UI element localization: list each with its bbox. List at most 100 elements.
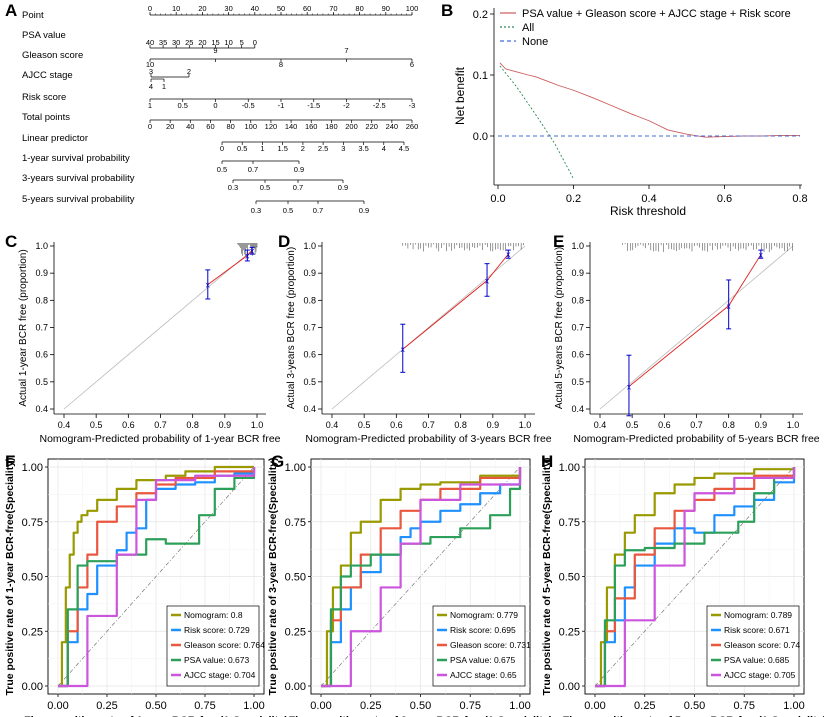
y-axis-label: Actual 1-year BCR free (proportion) <box>18 249 29 406</box>
legend-label: PSA value + Gleason score + AJCC stage +… <box>522 8 791 20</box>
panel-letter-a: A <box>5 1 17 20</box>
nomogram-tick-label: 3 <box>149 67 153 76</box>
x-axis-label: Nomogram-Predicted probability of 1-year… <box>39 433 280 445</box>
calibration-line <box>403 254 509 349</box>
nomogram-tick-label: 30 <box>172 38 180 47</box>
nomogram-tick-label: 160 <box>305 122 318 131</box>
nomogram-tick-label: 10 <box>224 38 232 47</box>
nomogram-tick-label: 0 <box>253 38 257 47</box>
nomogram-tick-label: 0 <box>220 144 224 153</box>
nomogram-tick-label: 60 <box>206 122 214 131</box>
nomogram-tick-label: 0.5 <box>260 183 270 192</box>
nomogram-row-label: Total points <box>22 112 70 123</box>
x-axis-label: Nomogram-Predicted probability of 3-year… <box>305 433 551 445</box>
legend-label: PSA value: 0.675 <box>450 655 515 665</box>
series-line-model <box>500 63 800 137</box>
legend-label: Nomogram: 0.789 <box>724 610 792 620</box>
nomogram-tick-label: 0.7 <box>313 206 323 215</box>
nomogram-tick-label: 0.3 <box>251 206 261 215</box>
x-tick-label: 0.7 <box>690 420 703 430</box>
x-tick-label: 1.00 <box>243 700 264 712</box>
x-tick-label: 0.50 <box>410 700 431 712</box>
data-point: x <box>759 251 763 260</box>
nomogram-tick-label: 0.9 <box>359 206 369 215</box>
nomogram-tick-label: 0.9 <box>294 165 304 174</box>
y-tick-label: 0.7 <box>303 323 316 333</box>
x-tick-label: 1.00 <box>783 700 804 712</box>
y-tick-label: 0.6 <box>35 350 48 360</box>
nomogram-tick-label: 100 <box>406 4 419 13</box>
x-tick-label: 1.00 <box>509 700 530 712</box>
y-tick-label: 0.8 <box>571 295 584 305</box>
decision-curve-chart: 0.0 0.2 0.4 0.6 0.80.00.10.2Risk thresholdNe… <box>453 8 808 218</box>
nomogram-tick-label: 220 <box>365 122 378 131</box>
y-tick-label: 1.00 <box>559 462 580 474</box>
nomogram-tick-label: 7 <box>344 46 348 55</box>
x-tick-label: 0.75 <box>734 700 755 712</box>
legend-label: AJCC stage: 0.704 <box>184 670 256 680</box>
nomogram-tick-label: 100 <box>245 122 258 131</box>
nomogram-tick-label: 4 <box>149 82 153 91</box>
y-tick-label: 0.5 <box>303 377 316 387</box>
x-tick-label: 0.4 <box>326 420 339 430</box>
x-tick-label: 0.5 <box>358 420 371 430</box>
y-tick-label: 0.75 <box>22 517 43 529</box>
legend-label: Risk score: 0.729 <box>184 625 250 635</box>
y-tick-label: 0.4 <box>571 404 584 414</box>
nomogram-tick-label: 180 <box>325 122 338 131</box>
x-tick-label: 0.6 <box>390 420 403 430</box>
y-tick-label: 0.25 <box>559 626 580 638</box>
nomogram-tick-label: 20 <box>198 4 206 13</box>
nomogram-tick-label: 140 <box>285 122 298 131</box>
nomogram-tick-label: 40 <box>251 4 259 13</box>
x-tick-label: 0.00 <box>584 700 605 712</box>
nomogram-tick-label: 0.5 <box>237 144 247 153</box>
data-point: x <box>250 247 254 256</box>
nomogram-row-label: 1-year survival probability <box>22 153 130 164</box>
x-axis-label: Nomogram-Predicted probability of 5-year… <box>573 433 819 445</box>
x-tick-label: 0.50 <box>145 700 166 712</box>
nomogram-tick-label: 70 <box>329 4 337 13</box>
legend-label: All <box>522 22 534 34</box>
nomogram-tick-label: 0.5 <box>217 165 227 174</box>
y-axis-label: True positive rate of 5-year BCR-free(Sp… <box>541 457 553 695</box>
y-tick-label: 0.6 <box>303 350 316 360</box>
y-tick-label: 1.0 <box>303 241 316 251</box>
nomogram-tick-label: 80 <box>355 4 363 13</box>
nomogram-tick-label: 1 <box>260 144 264 153</box>
nomogram-tick-label: 5 <box>240 38 244 47</box>
x-tick-label: 0.25 <box>96 700 117 712</box>
data-point: x <box>485 277 489 286</box>
y-tick-label: 0.5 <box>35 377 48 387</box>
y-tick-label: 0.0 <box>473 131 488 143</box>
x-tick-label: 0.9 <box>755 420 768 430</box>
nomogram-tick-label: 20 <box>198 38 206 47</box>
nomogram-tick-label: 0.5 <box>178 101 188 110</box>
legend-label: PSA value: 0.685 <box>724 655 789 665</box>
roc-chart-g: 0.00 0.25 0.50 0.75 1.00 0.00 0.25 0.50 0.75 1.00… <box>267 457 553 717</box>
nomogram-tick-label: 0.7 <box>248 165 258 174</box>
x-tick-label: 0.50 <box>684 700 705 712</box>
reference-diagonal <box>332 246 525 409</box>
nomogram-tick-label: -1.5 <box>307 101 320 110</box>
nomogram-tick-label: 260 <box>406 122 419 131</box>
nomogram-tick-label: 0 <box>213 101 217 110</box>
y-tick-label: 0.1 <box>473 70 488 82</box>
x-tick-label: 0.00 <box>47 700 68 712</box>
nomogram-row-label: PSA value <box>22 30 66 41</box>
nomogram: Point0 10 20 30 40 50 60 70 80 90 100PSA value40 35… <box>22 4 418 215</box>
nomogram-tick-label: 40 <box>186 122 194 131</box>
y-axis-label: Net benefit <box>453 66 467 125</box>
y-axis-label: Actual 5-years BCR free (proportion) <box>554 247 565 409</box>
y-tick-label: 0.6 <box>571 350 584 360</box>
nomogram-tick-label: 3 <box>341 144 345 153</box>
calibration-chart-c: 0.4 0.5 0.6 0.7 0.8 0.9 1.00.40.50.60.70.80.91… <box>18 241 281 445</box>
nomogram-tick-label: 1 <box>148 101 152 110</box>
figure: Point0 10 20 30 40 50 60 70 80 90 100PSA value40 35… <box>0 0 824 717</box>
x-tick-label: 0.5 <box>90 420 103 430</box>
calibration-line <box>629 255 761 387</box>
nomogram-row-label: Gleason score <box>22 50 83 61</box>
x-tick-label: 0.4 <box>594 420 607 430</box>
y-tick-label: 0.5 <box>571 377 584 387</box>
y-tick-label: 0.8 <box>303 295 316 305</box>
